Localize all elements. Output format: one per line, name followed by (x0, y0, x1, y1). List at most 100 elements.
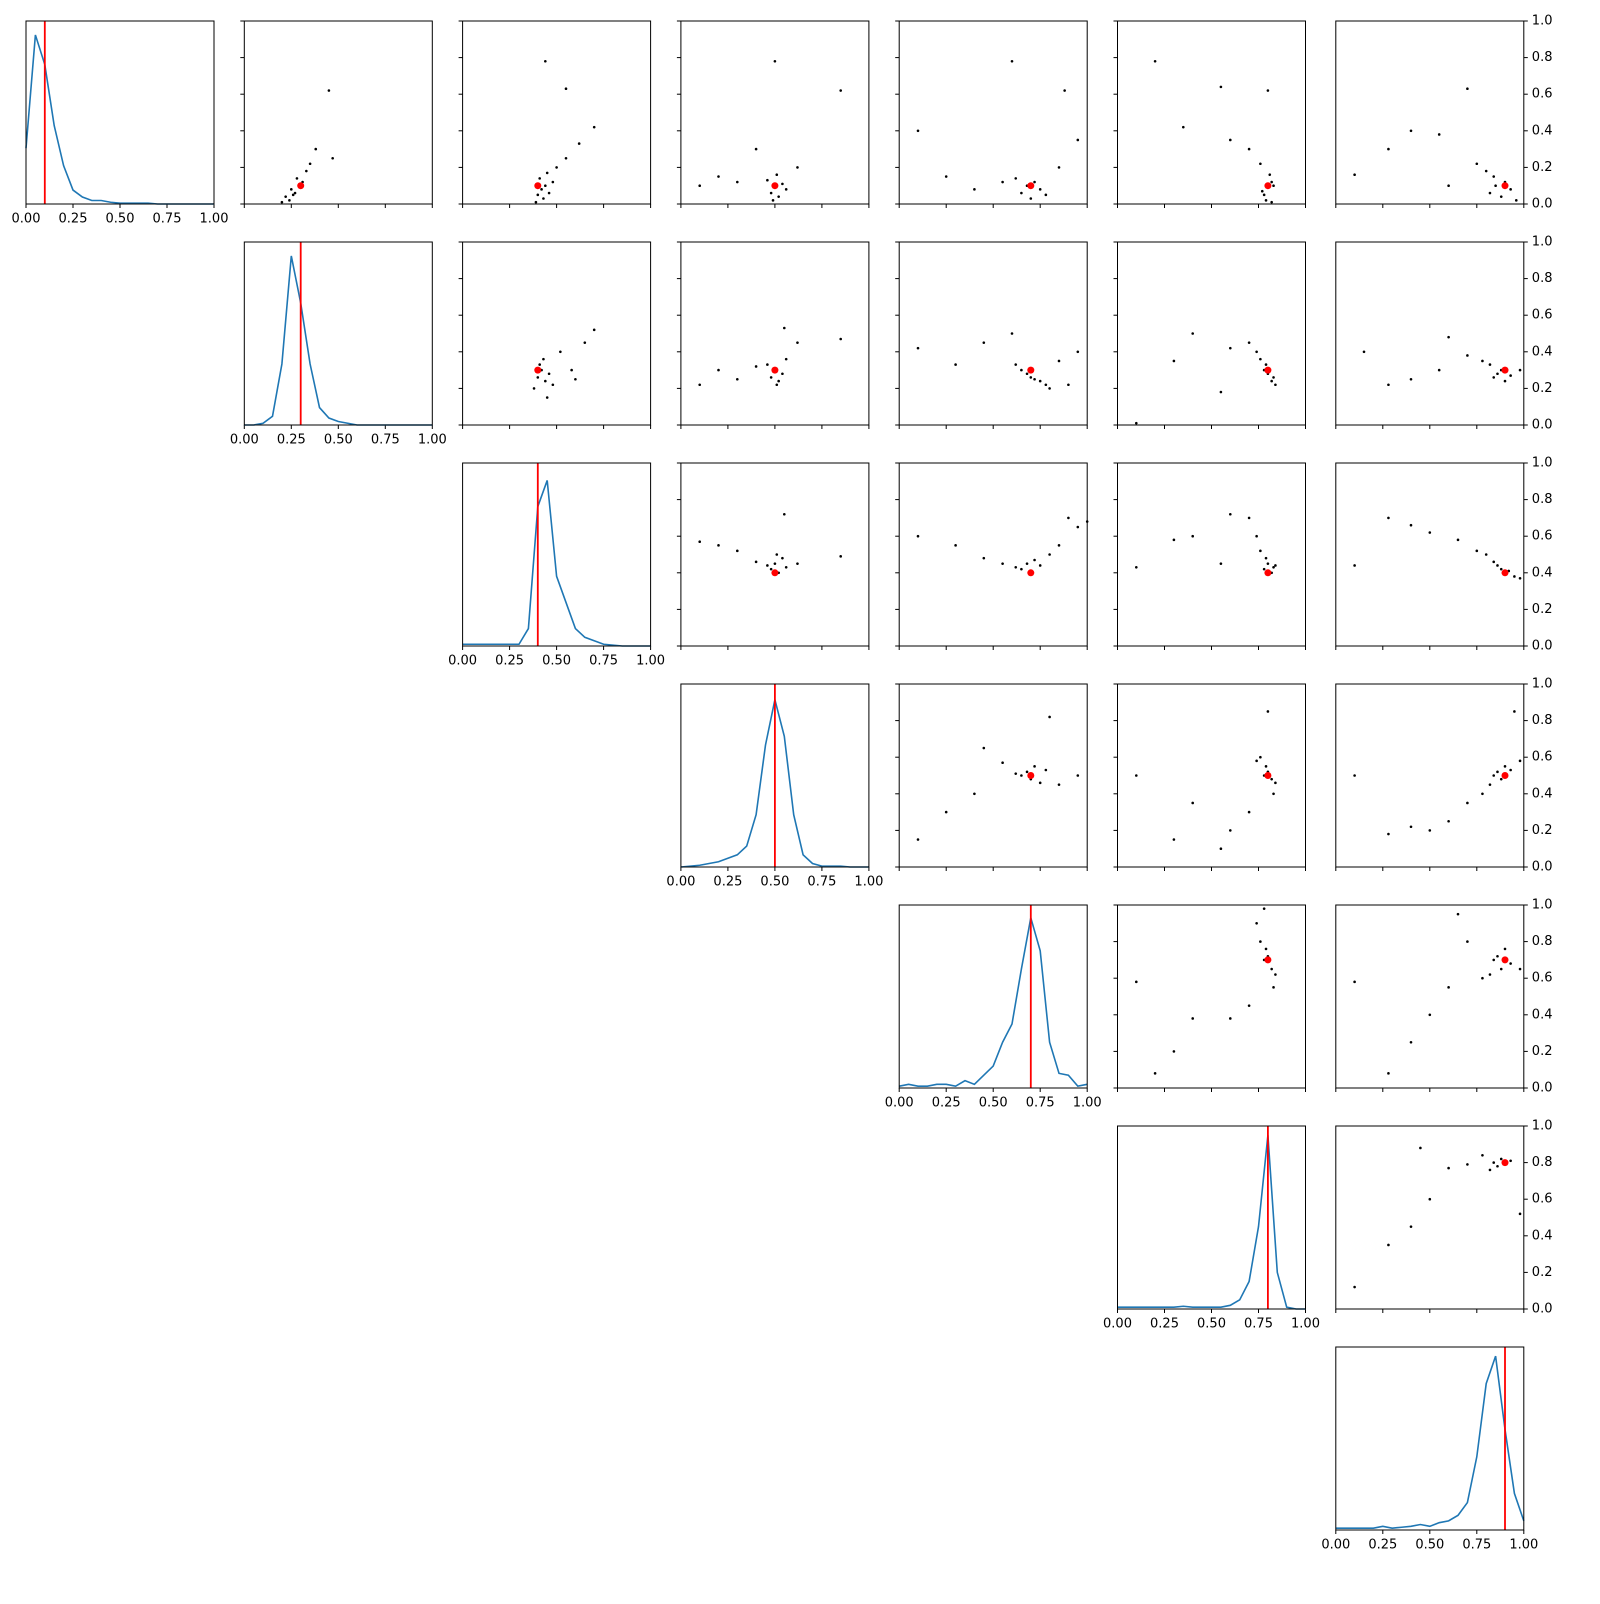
point (916, 346, 920, 350)
y-tick-label: 0.6 (1532, 750, 1553, 765)
y-tick-label: 0.2 (1532, 823, 1553, 838)
point (1057, 544, 1061, 547)
point (1518, 759, 1522, 763)
point (1518, 576, 1522, 580)
point (1353, 173, 1356, 177)
x-tick-label: 0.25 (277, 433, 306, 448)
reference-point (1264, 366, 1272, 374)
x-tick-label: 0.75 (1462, 1538, 1491, 1553)
point (1048, 553, 1051, 556)
point (551, 180, 555, 184)
point (559, 350, 562, 354)
point (1274, 383, 1277, 387)
y-tick-label: 0.0 (1532, 1302, 1553, 1317)
point (1014, 363, 1018, 366)
point (1518, 368, 1522, 372)
point (1481, 359, 1484, 363)
point (1259, 755, 1262, 759)
point (1492, 376, 1496, 379)
y-tick-label: 0.4 (1532, 1228, 1553, 1243)
point (534, 200, 538, 204)
point (574, 377, 577, 381)
x-tick-label: 1.00 (418, 433, 447, 448)
point (766, 564, 769, 567)
point (1496, 372, 1499, 376)
point (1076, 350, 1080, 354)
point (1353, 980, 1356, 984)
y-tick-label: 0.2 (1532, 1044, 1553, 1059)
point (1067, 516, 1070, 520)
point (293, 191, 297, 195)
reference-point (1501, 569, 1509, 577)
y-tick-label: 0.4 (1532, 786, 1553, 801)
point (1014, 566, 1018, 569)
point (1229, 512, 1232, 516)
x-tick-label: 0.25 (495, 654, 524, 669)
point (796, 166, 799, 169)
y-tick-label: 0.0 (1532, 418, 1553, 433)
y-tick-label: 1.0 (1532, 677, 1553, 692)
point (1387, 1072, 1390, 1075)
point (1503, 379, 1507, 383)
y-tick-label: 1.0 (1532, 456, 1553, 471)
point (1484, 169, 1488, 173)
point (1270, 777, 1273, 781)
point (1260, 189, 1264, 193)
point (1266, 89, 1270, 92)
point (538, 363, 541, 366)
point (1247, 810, 1251, 814)
point (1274, 973, 1277, 976)
point (773, 562, 777, 565)
reference-point (771, 366, 779, 374)
reference-point (297, 182, 305, 190)
point (1259, 940, 1262, 943)
y-tick-label: 1.0 (1532, 14, 1553, 29)
point (1466, 87, 1469, 91)
x-tick-label: 0.00 (1103, 1317, 1132, 1332)
point (1038, 379, 1042, 383)
point (1029, 197, 1033, 200)
x-tick-label: 1.00 (200, 212, 229, 227)
point (1219, 390, 1223, 394)
point (796, 562, 799, 565)
density-curve (899, 917, 1088, 1088)
point (280, 200, 284, 204)
panel-frame (1335, 241, 1525, 426)
point (1135, 980, 1138, 984)
point (784, 357, 788, 361)
point (1264, 199, 1268, 202)
point (839, 337, 842, 341)
point (1259, 357, 1262, 361)
x-tick-label: 1.00 (636, 654, 665, 669)
point (1387, 516, 1390, 520)
point (1172, 1050, 1176, 1053)
point (784, 188, 788, 191)
point (982, 556, 986, 560)
y-tick-label: 0.4 (1532, 344, 1553, 359)
panel-frame (243, 241, 433, 426)
point (1484, 553, 1488, 556)
point (1272, 792, 1275, 796)
x-tick-label: 0.75 (589, 654, 618, 669)
point (1466, 1163, 1469, 1166)
y-tick-label: 0.6 (1532, 308, 1553, 323)
point (783, 326, 786, 330)
point (1247, 516, 1251, 520)
y-tick-label: 0.0 (1532, 639, 1553, 654)
point (1262, 193, 1266, 197)
point (547, 191, 551, 195)
point (1057, 359, 1061, 363)
y-tick-label: 0.8 (1532, 271, 1553, 286)
point (570, 368, 573, 372)
point (1353, 564, 1356, 567)
point (1135, 421, 1138, 425)
point (1387, 1243, 1390, 1247)
point (1247, 1004, 1251, 1007)
point (736, 549, 739, 553)
point (769, 567, 773, 571)
point (1038, 188, 1042, 191)
point (305, 169, 308, 173)
point (973, 792, 976, 796)
point (698, 540, 701, 543)
